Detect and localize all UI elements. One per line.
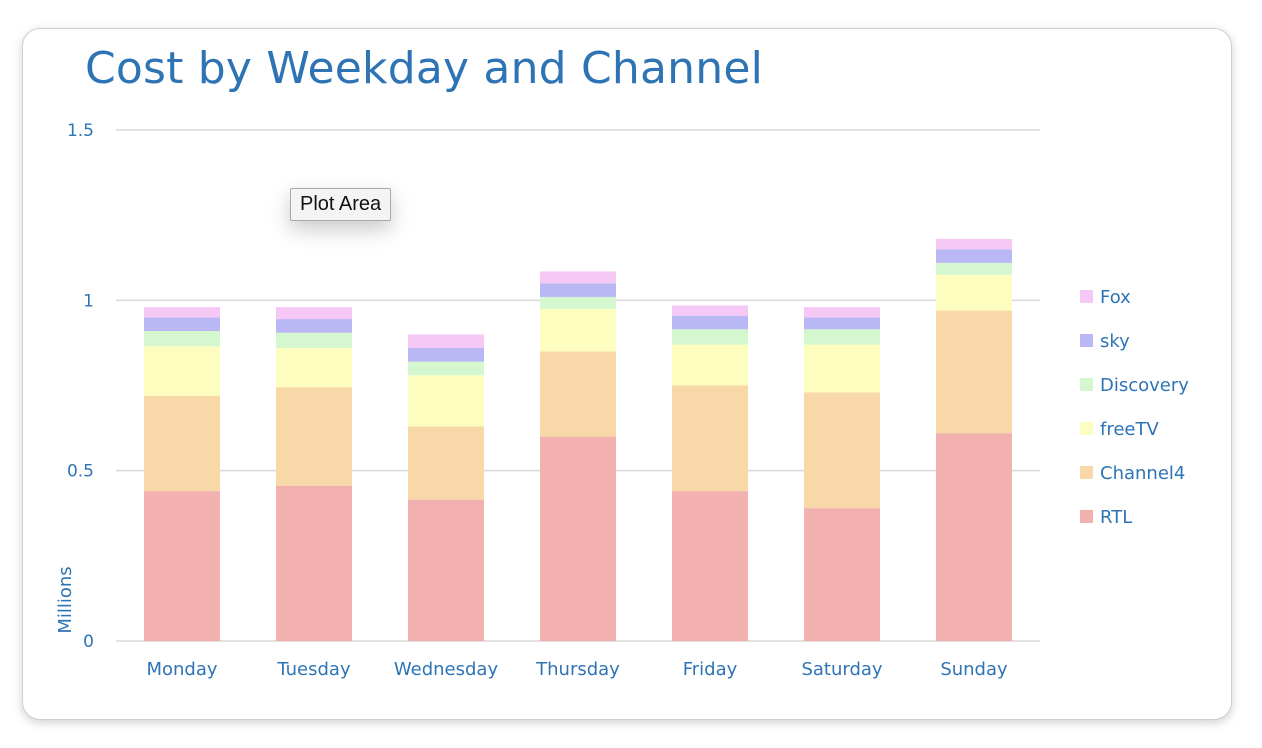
bar-segment-rtl[interactable] [936,433,1012,641]
x-tick-label: Tuesday [276,659,351,680]
legend-swatch-rtl [1080,510,1093,523]
bar-segment-sky[interactable] [804,317,880,330]
bar-segment-rtl[interactable] [804,508,880,641]
x-tick-label: Wednesday [394,659,499,680]
bar-segment-rtl[interactable] [276,485,352,641]
bar-segment-rtl[interactable] [540,436,616,641]
legend-label: freeTV [1100,419,1159,440]
y-axis-label: Millions [55,566,76,633]
bar-segment-sky[interactable] [144,317,220,331]
legend-label: Discovery [1100,375,1189,396]
bar-segment-fox[interactable] [672,305,748,316]
bar-segment-channel4[interactable] [144,395,220,492]
bar-segment-freetv[interactable] [804,344,880,393]
legend-swatch-freetv [1080,422,1093,435]
chart-card: Cost by Weekday and Channel [22,28,1232,720]
bar-segment-discovery[interactable] [540,296,616,309]
bar-segment-freetv[interactable] [276,348,352,388]
bar-segment-freetv[interactable] [144,346,220,396]
bar-segment-rtl[interactable] [672,491,748,641]
bar-segment-channel4[interactable] [804,392,880,509]
bar-segment-channel4[interactable] [276,387,352,486]
bar-segment-sky[interactable] [540,283,616,297]
bar-segment-channel4[interactable] [408,426,484,500]
bar-segment-freetv[interactable] [936,274,1012,311]
bar-segment-sky[interactable] [936,249,1012,263]
bar-segment-fox[interactable] [276,307,352,320]
x-tick-label: Friday [683,659,738,680]
bar-segment-fox[interactable] [540,271,616,284]
y-tick-label: 1.5 [67,121,94,141]
bar-segment-channel4[interactable] [936,310,1012,434]
bar-segment-fox[interactable] [936,239,1012,250]
x-tick-label: Saturday [801,659,882,680]
bar-segment-fox[interactable] [144,307,220,318]
bar-segment-discovery[interactable] [804,329,880,345]
legend-swatch-sky [1080,334,1093,347]
bar-segment-sky[interactable] [672,315,748,330]
legend-label: Channel4 [1100,463,1185,484]
y-tick-label: 0 [83,632,94,652]
bar-segment-freetv[interactable] [408,375,484,427]
legend-label: sky [1100,331,1130,352]
legend-label: Fox [1100,287,1131,308]
bar-segment-discovery[interactable] [936,262,1012,275]
x-tick-label: Thursday [535,659,620,680]
bar-segment-freetv[interactable] [540,308,616,352]
chart-title: Cost by Weekday and Channel [85,43,764,94]
bar-segment-fox[interactable] [804,307,880,318]
bar-segment-rtl[interactable] [144,491,220,641]
y-tick-label: 0.5 [67,462,94,482]
bar-segment-rtl[interactable] [408,499,484,641]
bar-segment-channel4[interactable] [672,385,748,492]
bar-segment-sky[interactable] [276,319,352,333]
legend-swatch-discovery [1080,378,1093,391]
bar-segment-discovery[interactable] [408,361,484,376]
bar-segment-freetv[interactable] [672,344,748,386]
y-tick-label: 1 [83,291,94,311]
x-tick-label: Sunday [940,659,1008,680]
bar-segment-discovery[interactable] [276,332,352,349]
bar-segment-channel4[interactable] [540,351,616,437]
plot-area-tooltip: Plot Area [290,188,392,221]
bar-segment-fox[interactable] [408,334,484,349]
legend-swatch-channel4 [1080,466,1093,479]
legend-swatch-fox [1080,290,1093,303]
bar-segment-sky[interactable] [408,348,484,362]
bar-segment-discovery[interactable] [672,329,748,345]
x-tick-label: Monday [146,659,217,680]
legend-label: RTL [1100,507,1132,528]
bar-segment-discovery[interactable] [144,330,220,347]
